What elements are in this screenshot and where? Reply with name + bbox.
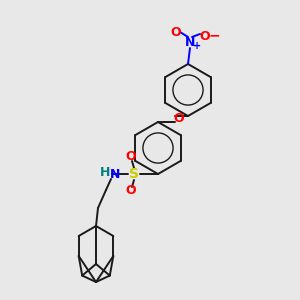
Text: O: O bbox=[200, 31, 210, 44]
Text: N: N bbox=[110, 167, 120, 181]
Text: O: O bbox=[126, 184, 136, 197]
Text: O: O bbox=[171, 26, 181, 40]
Text: O: O bbox=[174, 112, 184, 125]
Text: −: − bbox=[208, 28, 220, 42]
Text: N: N bbox=[185, 35, 195, 49]
Text: H: H bbox=[100, 166, 110, 178]
Text: S: S bbox=[129, 167, 139, 181]
Text: O: O bbox=[126, 151, 136, 164]
Text: +: + bbox=[193, 41, 201, 51]
